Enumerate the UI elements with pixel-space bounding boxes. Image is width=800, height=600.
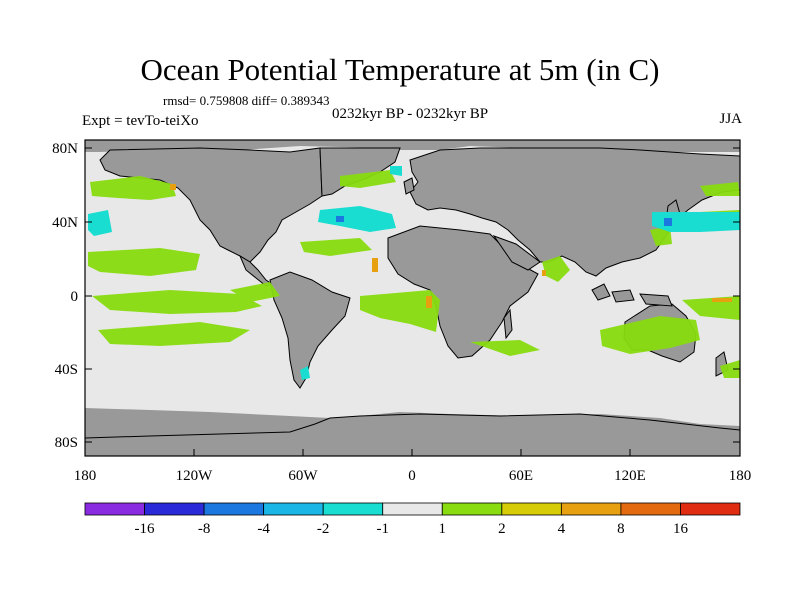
map-title: Ocean Potential Temperature at 5m (in C) xyxy=(140,52,660,87)
colorbar-label: 16 xyxy=(673,521,689,537)
colorbar-swatch xyxy=(441,502,503,516)
new-guinea xyxy=(639,293,673,307)
colorbar-label: -8 xyxy=(198,521,211,537)
lon-tick-180w: 180 xyxy=(74,468,97,484)
lon-tick-marks xyxy=(84,449,741,456)
lon-tick-120w: 120W xyxy=(176,468,214,484)
cold-anomalies xyxy=(336,216,672,226)
colorbar-label: 1 xyxy=(439,521,447,537)
madagascar xyxy=(503,308,513,340)
uk-ireland xyxy=(403,177,415,195)
colorbar-swatch xyxy=(263,502,324,516)
warm-anomalies xyxy=(170,184,732,308)
lon-tick-0: 0 xyxy=(408,468,416,484)
lat-tick-80n: 80N xyxy=(52,141,78,157)
indonesia-1 xyxy=(591,283,611,301)
lat-tick-80s: 80S xyxy=(55,435,78,451)
lon-tick-120e: 120E xyxy=(614,468,646,484)
lat-tick-marks xyxy=(85,147,740,443)
colorbar-labels: -16 -8 -4 -2 -1 1 2 4 8 16 xyxy=(135,521,689,537)
colorbar-swatch xyxy=(322,502,384,516)
lat-tick-0: 0 xyxy=(71,289,79,305)
lon-tick-180e: 180 xyxy=(729,468,752,484)
colorbar-swatch xyxy=(144,502,205,516)
colorbar-label: 8 xyxy=(617,521,625,537)
lon-tick-labels: 180 120W 60W 0 60E 120E 180 xyxy=(74,468,752,484)
africa xyxy=(387,225,539,359)
colorbar-swatch xyxy=(680,502,741,516)
colorbar-label: -2 xyxy=(317,521,330,537)
colorbar-swatch xyxy=(203,502,265,516)
colorbar-label: 4 xyxy=(558,521,566,537)
south-america xyxy=(269,271,351,389)
colorbar-swatch xyxy=(560,502,622,516)
lat-tick-40n: 40N xyxy=(52,215,78,231)
colorbar-label: -16 xyxy=(135,521,155,537)
colorbar-swatch xyxy=(382,502,443,516)
rmsd-diff-stats: rmsd= 0.759808 diff= 0.389343 xyxy=(163,93,330,108)
colorbar-label: -1 xyxy=(376,521,389,537)
colorbar xyxy=(84,502,741,516)
map-field xyxy=(85,140,740,456)
colorbar-swatch xyxy=(501,502,562,516)
colorbar-label: 2 xyxy=(498,521,506,537)
continents xyxy=(85,147,740,456)
indonesia-2 xyxy=(611,289,635,303)
lon-tick-60w: 60W xyxy=(288,468,318,484)
arabia xyxy=(492,234,541,271)
lat-tick-labels: 80N 40N 0 40S 80S xyxy=(52,141,78,451)
colorbar-swatch xyxy=(84,502,145,516)
colorbar-label: -4 xyxy=(257,521,270,537)
antarctica xyxy=(85,413,740,456)
period-label: 0232kyr BP - 0232kyr BP xyxy=(331,106,489,122)
negative-anomalies xyxy=(88,166,740,380)
lon-tick-60e: 60E xyxy=(509,468,533,484)
islands xyxy=(403,177,729,377)
season-label: JJA xyxy=(719,111,742,127)
colorbar-swatch xyxy=(620,502,681,516)
lat-tick-40s: 40S xyxy=(55,362,78,378)
experiment-label: Expt = tevTo-teiXo xyxy=(82,113,199,129)
positive-anomalies xyxy=(88,170,740,378)
